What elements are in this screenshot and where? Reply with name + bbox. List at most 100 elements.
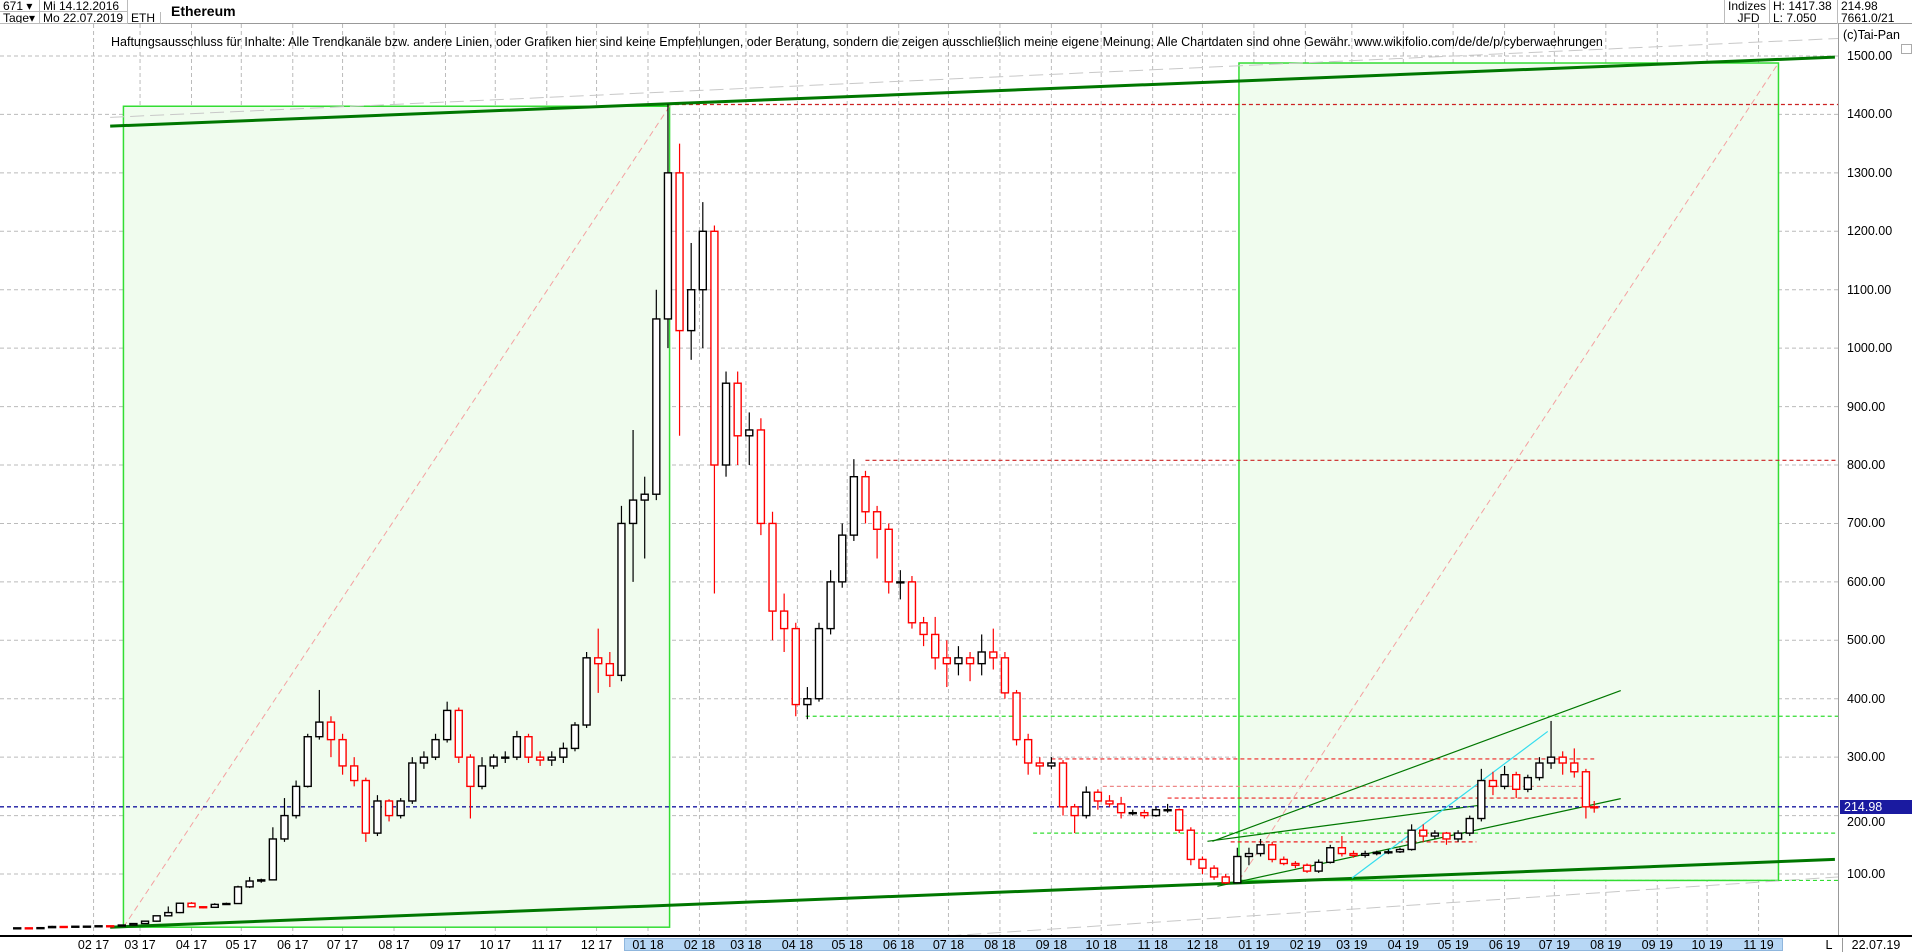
x-tick-label: 02 17 [77,938,110,952]
candle-body [13,927,22,930]
candle [105,925,115,928]
x-tick-label: 07 17 [326,938,359,952]
x-tick-label: 11 18 [1137,938,1168,952]
candle [1488,771,1498,796]
candle [71,925,80,928]
candle-body [1267,844,1277,861]
candle [861,470,870,524]
candle [315,689,324,740]
candle-body [1395,848,1405,853]
candle-body [268,838,278,881]
candle-body [187,902,196,908]
period-dropdown[interactable]: Tage▾ [0,12,40,24]
x-tick-label: 03 19 [1336,938,1368,952]
y-tick-label: 700.00 [1847,516,1886,531]
bars-count-dropdown[interactable]: 671 ▾ [0,0,40,12]
candle-body [1221,876,1230,884]
candle [989,628,998,670]
high-value: H: 1417.38 [1770,0,1838,12]
candle-body [942,657,952,665]
candle [489,754,498,769]
candle-body [164,911,173,917]
low-value: L: 7.050 [1770,12,1838,24]
candle-body [1186,829,1196,861]
exchange-line1: Indizes [1724,0,1770,12]
candle-body [431,738,440,758]
dropdown-arrow-icon: ▾ [29,12,36,24]
candle [1023,733,1033,775]
candle-body [350,765,359,782]
candle [1093,789,1103,810]
diagonal-line [1238,62,1779,881]
candle [931,616,940,670]
candle [1384,849,1393,855]
trendline-thin [1351,730,1549,879]
price-chart[interactable] [0,24,1838,935]
candle-body [1349,852,1358,857]
candle-body [222,902,231,906]
y-tick-label: 1400.00 [1847,107,1893,122]
candle-body [1000,657,1010,694]
price-axis[interactable]: (c)Tai-Pan 100.00 200.00 300.00 400.00 500.0… [1838,24,1912,935]
candle [1267,841,1277,863]
candle-body [373,800,382,834]
candle [547,751,556,766]
collapse-box-icon[interactable] [1901,44,1912,54]
candle [663,104,673,349]
candle [1326,844,1335,864]
candle [303,733,312,788]
candle-body [1430,832,1440,837]
candle [524,733,533,764]
date-from[interactable]: Mi 14.12.2016 [40,0,128,12]
candle [291,780,301,819]
candle [466,754,475,819]
candle [582,651,591,728]
candle-body [140,920,150,925]
y-tick-label: 600.00 [1847,574,1886,589]
candle [710,225,719,594]
candle [1419,824,1428,842]
candle-body [686,289,696,332]
candle [1407,824,1416,851]
candle [1314,859,1323,873]
candle-body [1198,858,1207,869]
candle-body [1302,864,1312,872]
candle [594,628,603,693]
candle-body [47,925,57,929]
x-tick-label: 05 19 [1437,938,1469,952]
x-tick-label: 06 18 [883,938,915,952]
candle-body [640,493,649,501]
x-tick-label: 03 17 [124,938,156,952]
candle [82,925,92,928]
candle [396,798,405,819]
candle-body [1163,809,1172,812]
candle-body [442,709,452,741]
y-tick-label: 400.00 [1847,691,1886,706]
candle-body [1500,773,1509,788]
candle-body [1035,762,1044,767]
candle-body [547,756,556,761]
candle [896,570,905,600]
x-tick-label: 09 17 [429,938,462,952]
trendline-thin [1212,689,1621,842]
candle-body [1570,762,1579,773]
time-axis[interactable]: L 22.07.19 02 17 03 17 04 17 05 17 06 17 07 1… [0,935,1912,952]
candle-body [466,756,475,788]
candle [605,651,615,688]
last-price-marker: 214.98 [1840,799,1912,814]
candle [1430,830,1440,839]
candle [826,570,835,635]
candle [198,906,208,909]
candle-body [1511,773,1521,790]
date-to[interactable]: Mo 22.07.2019 [40,12,128,24]
grey-dashed-line [954,876,1838,935]
candle-body [698,230,707,291]
candle-body [838,534,847,583]
candle [129,922,138,926]
x-tick-label: 06 19 [1488,938,1521,952]
candle [1523,774,1533,793]
candle-body [175,902,185,914]
candle [1256,838,1265,857]
candle-body [965,657,975,665]
candle-body [872,511,882,530]
